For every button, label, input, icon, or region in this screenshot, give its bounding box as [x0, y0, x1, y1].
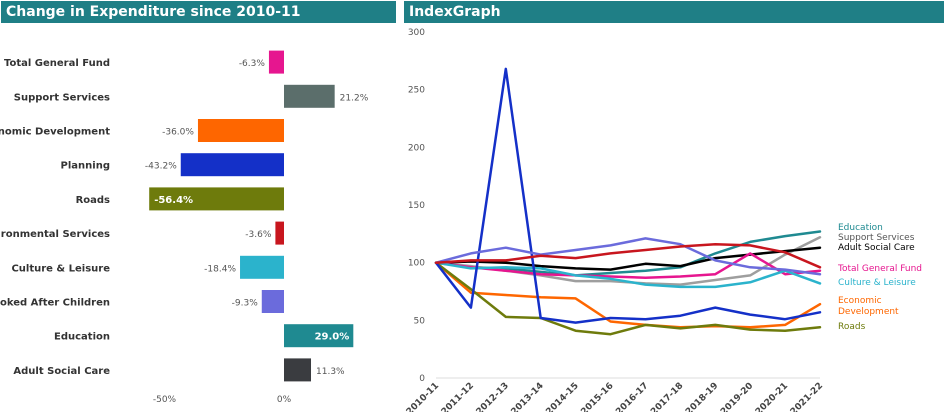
x-tick-label: 2019-20: [719, 381, 755, 412]
bar-chart: Total General Fund -6.3% Support Services 2…: [0, 50, 369, 405]
x-tick-label: 2015-16: [579, 381, 615, 412]
bar: [261, 290, 284, 313]
legend-label: Roads: [838, 322, 866, 332]
data-label: -9.3%: [232, 299, 259, 309]
x-tick-label: 2020-21: [754, 381, 790, 412]
series-line: [434, 261, 822, 289]
y-tick-label: 300: [408, 28, 425, 38]
data-label: -43.2%: [145, 162, 177, 172]
x-tick-label: 2012-13: [475, 381, 511, 412]
data-label: -6.3%: [239, 59, 266, 69]
category-label: Looked After Children: [0, 298, 110, 309]
category-label: Planning: [61, 161, 110, 172]
legend-label: Adult Social Care: [838, 243, 915, 253]
line-chart-title: IndexGraph: [404, 1, 944, 23]
x-tick-label: 2017-18: [649, 381, 685, 412]
category-label: Education: [54, 332, 110, 343]
series-line: [434, 242, 822, 269]
y-tick-label: 150: [408, 201, 425, 211]
y-tick-label: 250: [408, 86, 425, 96]
series-line: [434, 67, 822, 324]
data-label: -18.4%: [204, 264, 236, 274]
category-label: Culture & Leisure: [11, 263, 110, 274]
bar: [284, 358, 312, 382]
y-tick-label: 0: [419, 374, 425, 384]
bar-chart-title: Change in Expenditure since 2010-11: [1, 1, 396, 23]
data-label: -3.6%: [245, 230, 272, 240]
series-line: [434, 261, 822, 336]
y-tick-label: 50: [414, 316, 426, 326]
series-line: [434, 261, 822, 329]
bar: [149, 187, 284, 211]
category-label: Adult Social Care: [13, 366, 110, 377]
x-tick-label: 2013-14: [510, 381, 546, 412]
bar: [284, 324, 354, 348]
bar: [180, 153, 284, 177]
x-tick-label: -50%: [153, 395, 177, 405]
x-tick-label: 2010-11: [405, 381, 441, 412]
legend-label: Support Services: [838, 233, 915, 243]
series-line: [434, 237, 822, 276]
legend-label: Total General Fund: [837, 264, 922, 274]
data-label: -56.4%: [154, 195, 193, 206]
x-tick-label: 2021-22: [789, 381, 825, 412]
category-label: Support Services: [14, 92, 110, 103]
bar: [275, 221, 284, 245]
bar: [197, 119, 284, 142]
x-tick-label: 2014-15: [544, 381, 580, 412]
series-line: [434, 252, 822, 279]
series-line: [434, 246, 822, 271]
x-tick-label: 2016-17: [614, 381, 650, 412]
bar: [240, 255, 284, 279]
bar: [284, 84, 335, 108]
category-label: Roads: [76, 195, 110, 206]
category-label: Total General Fund: [4, 58, 110, 69]
bar: [268, 50, 284, 74]
category-label: Environmental Services: [0, 229, 110, 240]
data-label: 21.2%: [340, 93, 369, 103]
data-label: -36.0%: [162, 128, 194, 138]
legend-label: Development: [838, 307, 899, 317]
legend-label: Education: [838, 223, 883, 233]
data-label: 11.3%: [316, 367, 345, 377]
y-tick-label: 200: [408, 143, 425, 153]
x-tick-label: 0%: [277, 395, 292, 405]
y-tick-label: 100: [408, 259, 425, 269]
category-label: Economic Development: [0, 127, 110, 138]
legend-label: Culture & Leisure: [838, 278, 916, 288]
x-tick-label: 2011-12: [440, 381, 476, 412]
legend-label: Economic: [838, 296, 882, 306]
x-tick-label: 2018-19: [684, 381, 720, 412]
data-label: 29.0%: [315, 332, 350, 343]
